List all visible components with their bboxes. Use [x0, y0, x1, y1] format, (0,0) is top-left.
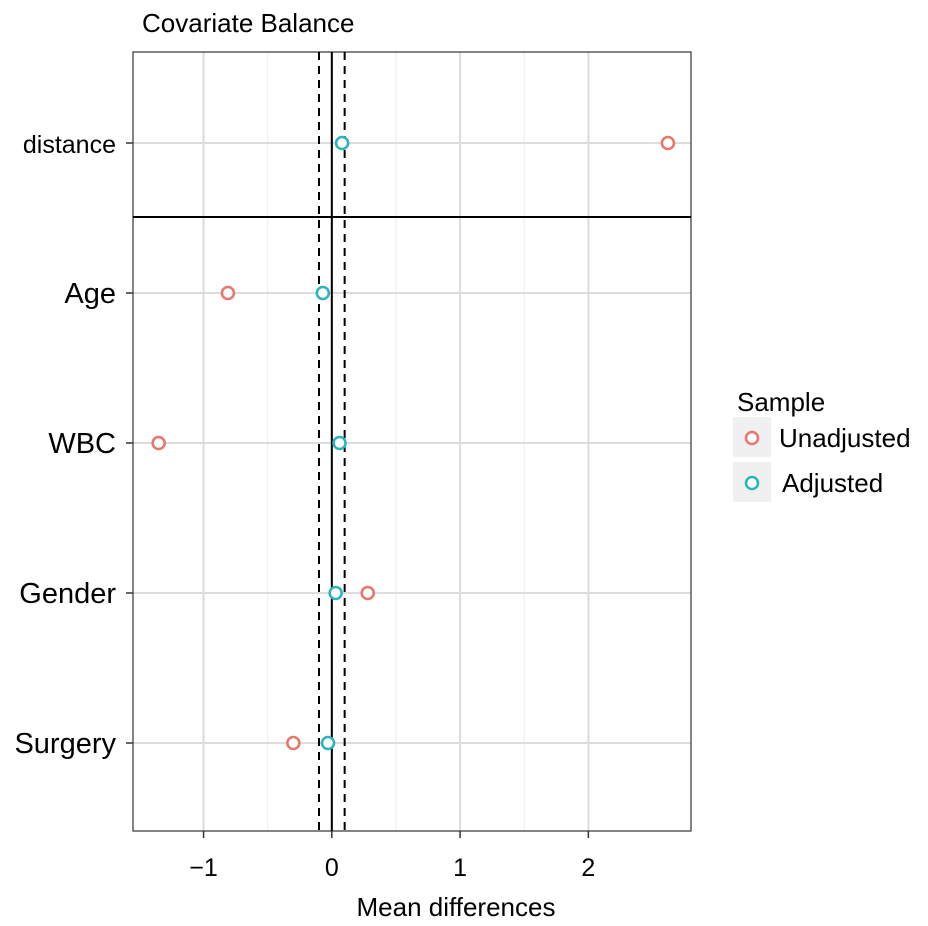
plot-panel: [132, 51, 692, 832]
panel-border: [132, 51, 692, 832]
x-tick-label: 1: [453, 854, 467, 882]
y-tick-label-surgery: Surgery: [14, 728, 116, 760]
data-points: [151, 135, 676, 751]
reference-lines: [318, 52, 346, 831]
y-axis: distance Age WBC Gender Surgery: [14, 131, 133, 760]
point-unadjusted-age: [220, 285, 236, 301]
point-adjusted-surgery: [320, 735, 336, 751]
point-unadjusted-surgery: [286, 735, 301, 751]
grid-lines: [133, 52, 691, 831]
point-adjusted-gender: [328, 585, 343, 601]
point-unadjusted-distance: [660, 135, 676, 151]
y-tick-label-age: Age: [64, 278, 116, 310]
point-unadjusted-gender: [360, 585, 376, 601]
legend-label-unadjusted: Unadjusted: [779, 423, 911, 453]
x-axis-title: Mean differences: [357, 892, 556, 922]
x-axis: −1 0 1 2: [189, 831, 595, 882]
point-unadjusted-wbc: [151, 435, 166, 451]
x-tick-label: 2: [581, 854, 595, 882]
legend-key-adjusted: [744, 475, 760, 491]
x-tick-label: 0: [325, 854, 339, 882]
legend-label-adjusted: Adjusted: [782, 468, 883, 498]
point-adjusted-wbc: [332, 435, 347, 451]
y-tick-label-distance: distance: [23, 131, 116, 159]
point-adjusted-distance: [334, 135, 350, 151]
y-tick-label-wbc: WBC: [48, 428, 116, 460]
point-adjusted-age: [315, 285, 331, 301]
chart-title: Covariate Balance: [142, 8, 354, 38]
legend-title: Sample: [737, 387, 825, 417]
legend: Sample Unadjusted Adjusted: [733, 387, 911, 502]
legend-key-unadjusted: [744, 430, 760, 446]
x-tick-label: −1: [189, 854, 218, 882]
y-tick-label-gender: Gender: [19, 578, 116, 610]
